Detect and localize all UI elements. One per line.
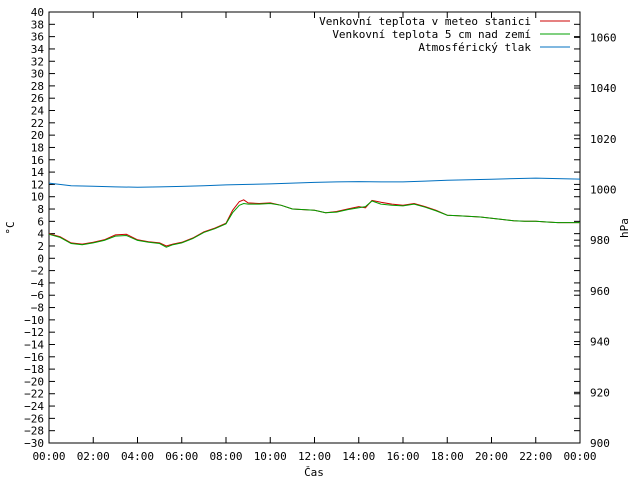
legend-label: Atmosférický tlak (418, 41, 531, 54)
plot-frame (48, 11, 581, 444)
y-left-tick-label: 30 (31, 68, 44, 81)
y-left-tick-label: 8 (37, 203, 44, 216)
y-left-tick-label: 18 (31, 141, 44, 154)
y-left-tick-label: −10 (24, 314, 44, 327)
y-left-tick-label: 10 (31, 191, 44, 204)
y-left-tick-label: 24 (31, 105, 45, 118)
x-tick-label: 04:00 (121, 450, 154, 463)
y-left-tick-label: 28 (31, 80, 44, 93)
series-line (48, 199, 580, 247)
y-left-tick-label: −22 (24, 388, 44, 401)
y-left-tick-label: −30 (24, 437, 44, 450)
y-left-tick-label: −8 (31, 302, 44, 315)
y-left-tick-label: 4 (37, 228, 44, 241)
x-tick-label: 06:00 (165, 450, 198, 463)
y-right-tick-label: 900 (590, 437, 610, 450)
y-left-tick-label: −12 (24, 326, 44, 339)
y-left-tick-label: −2 (31, 265, 44, 278)
y-right-tick-label: 920 (590, 386, 610, 399)
x-tick-label: 18:00 (431, 450, 464, 463)
y-left-tick-label: −28 (24, 425, 44, 438)
y-right-tick-label: 960 (590, 285, 610, 298)
series-line (48, 177, 581, 188)
y-left-tick-label: −14 (24, 338, 44, 351)
y-left-tick-label: 6 (37, 215, 44, 228)
series-line (48, 200, 580, 248)
x-tick-label: 16:00 (386, 450, 419, 463)
x-tick-label: 02:00 (77, 450, 110, 463)
y-left-tick-label: −6 (31, 289, 44, 302)
y-left-tick-label: 0 (37, 252, 44, 265)
x-tick-label: 00:00 (563, 450, 596, 463)
y-left-tick-label: 14 (31, 166, 45, 179)
y-left-tick-label: 16 (31, 154, 44, 167)
x-axis: 00:00 02:00 04:00 06:00 08:00 10:00 12:00 14:00… (32, 12, 597, 463)
x-axis-title: Čas (304, 466, 324, 479)
y-left-tick-label: 34 (31, 43, 45, 56)
y-right-tick-label: 980 (590, 234, 610, 247)
y-right-tick-label: 1040 (590, 82, 617, 95)
x-tick-label: 12:00 (298, 450, 331, 463)
y-right-tick-label: 940 (590, 336, 610, 349)
y-left-tick-label: 40 (31, 6, 44, 19)
legend-label: Venkovní teplota v meteo stanici (319, 15, 531, 28)
y-right-tick-label: 1000 (590, 183, 617, 196)
y-left-tick-label: −24 (24, 400, 44, 413)
y-left-tick-label: −4 (31, 277, 45, 290)
x-tick-label: 20:00 (475, 450, 508, 463)
y-left-tick-label: 12 (31, 178, 44, 191)
y-left-tick-label: −20 (24, 375, 44, 388)
x-tick-label: 00:00 (32, 450, 65, 463)
y-left-tick-label: 22 (31, 117, 44, 130)
y-left-tick-label: −26 (24, 412, 44, 425)
y-left-tick-label: −18 (24, 363, 44, 376)
y-left-tick-label: 26 (31, 92, 44, 105)
x-tick-label: 14:00 (342, 450, 375, 463)
legend: Venkovní teplota v meteo staniciVenkovní… (319, 15, 570, 54)
series-layer (48, 177, 581, 248)
y-left-tick-label: −16 (24, 351, 44, 364)
y-left-tick-label: 32 (31, 55, 44, 68)
y-right-axis-title: hPa (618, 218, 631, 238)
y-left-tick-label: 38 (31, 18, 44, 31)
y-left-tick-label: 2 (37, 240, 44, 253)
y-left-tick-label: 20 (31, 129, 44, 142)
x-tick-label: 22:00 (519, 450, 552, 463)
y-left-axis: 4038363432302826242220181614121086420−2−… (24, 6, 580, 450)
y-left-axis-title: °C (4, 221, 17, 234)
x-tick-label: 10:00 (254, 450, 287, 463)
y-left-tick-label: 36 (31, 31, 44, 44)
y-right-tick-label: 1060 (590, 31, 617, 44)
y-right-tick-label: 1020 (590, 133, 617, 146)
y-right-axis: 1060 1040 1020 1000 980 960 940 920 900 (574, 31, 617, 450)
x-tick-label: 08:00 (209, 450, 242, 463)
legend-label: Venkovní teplota 5 cm nad zemí (332, 28, 531, 41)
